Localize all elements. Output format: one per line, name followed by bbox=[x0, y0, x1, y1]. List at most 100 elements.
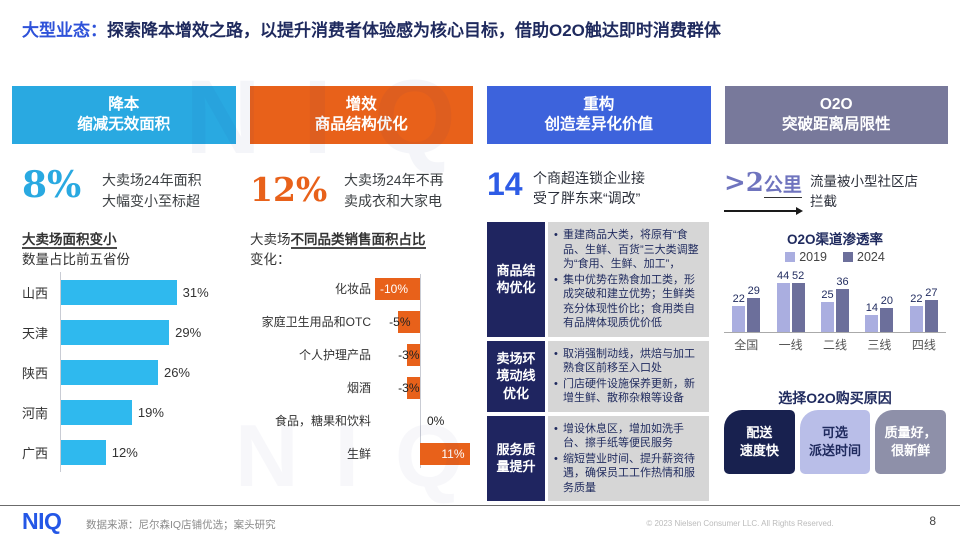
bar-group: 22 29 bbox=[724, 270, 768, 332]
chart-title-bold: 大卖场面积变小 bbox=[22, 232, 117, 249]
bar-label: 生鲜 bbox=[346, 447, 371, 461]
right-arrow-icon bbox=[724, 207, 803, 215]
bar-value: 26% bbox=[163, 364, 190, 380]
reason-line2: 很新鲜 bbox=[891, 443, 931, 458]
bar-label: 烟酒 bbox=[346, 381, 371, 395]
bar-value: 52 bbox=[791, 270, 805, 282]
bar-label: 陕西 bbox=[22, 365, 49, 381]
bar bbox=[61, 279, 177, 305]
stat-desc-line2: 受了胖东来“调改” bbox=[533, 190, 641, 207]
info-block: 卖场环境动线优化取消强制动线，烘焙与加工熟食区前移至入口处门店硬件设施保养更新，… bbox=[487, 340, 709, 412]
bullet-item: 集中优势在熟食加工类，形成突破和建立优势；生鲜类充分体现性价比；食用类自有品牌体… bbox=[554, 273, 703, 331]
reason-line2: 速度快 bbox=[739, 443, 779, 458]
bar-label: 天津 bbox=[22, 325, 49, 341]
bar bbox=[406, 343, 420, 366]
bar bbox=[747, 297, 761, 332]
pillar-row: 降本 缩减无效面积 增效 商品结构优化 重构 创造差异化价值 O2O 突破距离局限性 bbox=[12, 86, 948, 144]
bar-plot: -3% bbox=[375, 338, 475, 371]
stat-distance: >2公里 bbox=[724, 168, 802, 198]
copyright-text: © 2023 Nielsen Consumer LLC. All Rights … bbox=[646, 519, 834, 528]
chart-title-rest: 数量占比前五省份 bbox=[22, 251, 130, 267]
stat-desc-line1: 流量被小型社区店 bbox=[810, 174, 918, 189]
bar-wrap: 52 bbox=[791, 270, 805, 332]
category-label: 二线 bbox=[823, 338, 848, 352]
column-o2o: >2公里 流量被小型社区店 拦截 O2O渠道渗透率 2019 2024 22 29 4… bbox=[724, 162, 947, 492]
restructure-blocks: 商品结构优化重建商品大类，将原有“食品、生鲜、百货”三大类调整为“食用、生鲜、加… bbox=[487, 222, 709, 502]
bar bbox=[397, 310, 420, 333]
bar bbox=[61, 399, 132, 425]
pillar-title: O2O bbox=[819, 95, 853, 113]
chart-row: 生鲜 11% bbox=[250, 437, 475, 470]
axis-line bbox=[420, 274, 421, 468]
reason-box-2: 可选 派送时间 bbox=[799, 410, 871, 474]
bar-group: 22 27 bbox=[902, 270, 946, 332]
title-text: 探索降本增效之路，以提升消费者体验感为核心目标，借助O2O触达即时消费群体 bbox=[107, 21, 721, 40]
info-block-label: 商品结构优化 bbox=[487, 222, 545, 337]
bar-plot: 11% bbox=[375, 437, 475, 470]
pillar-subtitle: 创造差异化价值 bbox=[544, 116, 653, 133]
footer-divider bbox=[0, 505, 960, 506]
reason-boxes: 配送 速度快 可选 派送时间 质量好， 很新鲜 bbox=[724, 410, 947, 474]
column-restructure: 14 个商超连锁企业接 受了胖东来“调改” 商品结构优化重建商品大类，将原有“食… bbox=[487, 162, 709, 502]
bar-value: 12% bbox=[111, 444, 138, 460]
bar-group: 25 36 bbox=[813, 270, 857, 332]
bar-wrap: 20 bbox=[880, 270, 894, 332]
reason-line1: 质量好， bbox=[884, 425, 937, 441]
bar-plot: -3% bbox=[375, 371, 475, 404]
chart-title-suffix: 变化： bbox=[250, 252, 291, 268]
pillar-subtitle: 商品结构优化 bbox=[314, 116, 408, 133]
stat-desc-line2: 卖成衣和大家电 bbox=[344, 193, 442, 209]
bar-label: 个人护理产品 bbox=[298, 348, 371, 362]
reason-box-3: 质量好， 很新鲜 bbox=[875, 410, 947, 474]
bar-value: -3% bbox=[398, 347, 420, 362]
bar bbox=[375, 277, 420, 300]
bar-value: 22 bbox=[732, 292, 745, 305]
pillar-subtitle: 突破距离局限性 bbox=[781, 116, 891, 133]
pillar-4: O2O 突破距离局限性 bbox=[724, 86, 948, 144]
pillar-subtitle: 缩减无效面积 bbox=[77, 116, 171, 133]
bullet-item: 增设休息区，增加如洗手台、擦手纸等便民服务 bbox=[554, 422, 703, 451]
pillar-title: 增效 bbox=[345, 95, 377, 113]
bar-value: 0% bbox=[427, 413, 445, 428]
stat-desc-line1: 大卖场24年不再 bbox=[344, 172, 444, 188]
bar bbox=[61, 319, 170, 345]
legend-label: 2024 bbox=[857, 250, 885, 264]
stat-8-percent: 8% bbox=[22, 164, 82, 206]
chart-title-bold: 不同品类销售面积占比 bbox=[290, 232, 426, 249]
stat-desc-line2: 大幅变小至标超 bbox=[102, 193, 200, 209]
page-title: 大型业态：探索降本增效之路，以提升消费者体验感为核心目标，借助O2O触达即时消费… bbox=[22, 16, 721, 41]
bar-value: 29 bbox=[747, 284, 760, 297]
bar-label: 食品，糖果和饮料 bbox=[274, 414, 371, 428]
stat-desc-line1: 个商超连锁企业接 bbox=[533, 170, 645, 186]
chart-row: 天津 29% bbox=[22, 312, 240, 352]
bar-label: 山西 bbox=[22, 285, 49, 301]
bar-label: 河南 bbox=[22, 405, 49, 421]
info-block-label: 卖场环境动线优化 bbox=[487, 340, 545, 412]
stat-desc-line2: 拦截 bbox=[810, 193, 837, 209]
chart-title: O2O渠道渗透率 bbox=[786, 232, 883, 247]
bar-track: 31% bbox=[60, 272, 240, 312]
reasons-title: 选择O2O购买原因 bbox=[778, 390, 892, 406]
bar-value: 44 bbox=[776, 270, 790, 282]
bar bbox=[732, 305, 746, 332]
bar-value: -5% bbox=[389, 314, 411, 329]
stat-desc: 流量被小型社区店 拦截 bbox=[810, 172, 918, 211]
bar-wrap: 14 bbox=[865, 270, 879, 332]
chart-row: 食品，糖果和饮料 0% bbox=[250, 404, 475, 437]
stat-desc-line1: 大卖场24年面积 bbox=[102, 172, 202, 188]
chart-row: 个人护理产品 -3% bbox=[250, 338, 475, 371]
pillar-title: 降本 bbox=[108, 95, 140, 113]
legend-swatch bbox=[843, 252, 853, 262]
bullet-item: 门店硬件设施保养更新，新增生鲜、散称杂粮等设备 bbox=[554, 377, 703, 406]
bar-group: 14 20 bbox=[857, 270, 901, 332]
chart-row: 广西 12% bbox=[22, 432, 240, 472]
legend-item: 2019 bbox=[785, 250, 827, 264]
category-label: 全国 bbox=[734, 338, 759, 352]
reason-box-1: 配送 速度快 bbox=[724, 410, 795, 474]
bar-value: 29% bbox=[175, 324, 202, 340]
bar-value: 25 bbox=[821, 289, 834, 302]
reason-line1: 配送 bbox=[746, 425, 773, 441]
bar-plot: -10% bbox=[375, 272, 475, 305]
pillar-2: 增效 商品结构优化 bbox=[249, 86, 473, 144]
bar-value: 14 bbox=[865, 302, 879, 315]
